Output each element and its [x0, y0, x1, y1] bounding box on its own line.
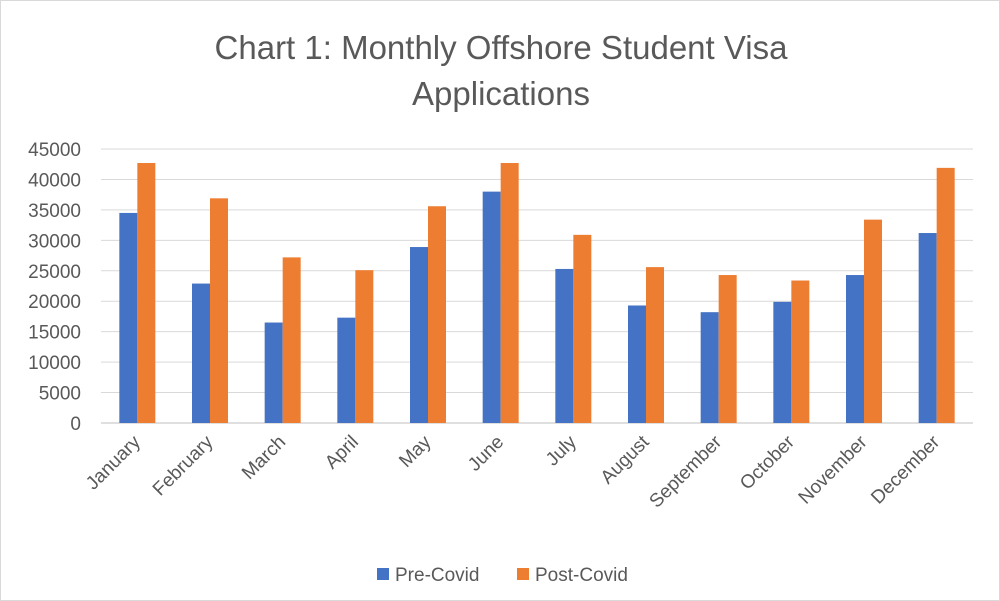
legend-label: Post-Covid: [535, 565, 628, 586]
bars: [119, 163, 955, 423]
y-tick-label: 0: [70, 414, 81, 435]
x-tick-label: May: [395, 431, 436, 472]
y-tick-label: 25000: [28, 262, 81, 283]
y-axis-ticks: 0 5000 10000 15000 20000 25000 30000 35000 40000…: [28, 140, 81, 435]
bar-post-covid-june: [500, 163, 519, 423]
bar-pre-covid-november: [846, 275, 864, 423]
legend: Pre-Covid Post-Covid: [377, 565, 628, 586]
x-tick-label: August: [597, 431, 654, 488]
y-tick-label: 5000: [39, 384, 81, 405]
y-tick-label: 30000: [28, 231, 81, 252]
x-tick-label: September: [646, 431, 727, 512]
bar-pre-covid-june: [482, 191, 501, 423]
legend-swatch-pre-covid: [377, 568, 389, 580]
bar-pre-covid-july: [555, 268, 574, 423]
y-tick-label: 35000: [28, 201, 81, 222]
bar-post-covid-november: [864, 219, 882, 423]
y-tick-label: 10000: [28, 353, 81, 374]
bar-post-covid-december: [936, 167, 955, 423]
bar-pre-covid-august: [628, 305, 646, 423]
bar-pre-covid-october: [773, 301, 792, 423]
x-tick-label: March: [238, 432, 290, 484]
bar-pre-covid-may: [410, 247, 428, 423]
x-tick-label: June: [464, 432, 508, 476]
y-tick-label: 15000: [28, 323, 81, 344]
bar-post-covid-october: [791, 280, 810, 423]
x-tick-label: October: [736, 431, 799, 494]
bar-post-covid-march: [282, 257, 301, 423]
bar-pre-covid-december: [918, 233, 937, 423]
bar-pre-covid-september: [700, 312, 719, 423]
bar-pre-covid-march: [264, 322, 283, 423]
bar-post-covid-may: [428, 206, 446, 423]
bar-post-covid-september: [718, 275, 737, 423]
y-tick-label: 20000: [28, 292, 81, 313]
x-tick-label: February: [149, 431, 218, 500]
x-tick-label: April: [321, 432, 363, 474]
bar-pre-covid-april: [337, 317, 356, 423]
y-tick-label: 40000: [28, 170, 81, 191]
x-tick-label: January: [82, 431, 145, 494]
legend-swatch-post-covid: [517, 568, 529, 580]
gridlines: [101, 148, 973, 424]
x-tick-label: July: [542, 431, 581, 470]
bar-post-covid-april: [355, 270, 374, 423]
bar-post-covid-august: [646, 267, 664, 423]
bar-post-covid-january: [137, 163, 156, 423]
chart-title-line-2: Applications: [412, 75, 590, 112]
legend-label: Pre-Covid: [395, 565, 479, 586]
x-axis-ticks: January February March April May June July Augu…: [82, 431, 944, 512]
y-tick-label: 45000: [28, 140, 81, 161]
chart-title-line-1: Chart 1: Monthly Offshore Student Visa: [215, 29, 789, 66]
bar-post-covid-july: [573, 234, 592, 423]
bar-pre-covid-february: [192, 283, 210, 423]
bar-post-covid-february: [210, 198, 228, 423]
bar-pre-covid-january: [119, 212, 138, 423]
x-tick-label: November: [795, 431, 872, 508]
x-tick-label: December: [867, 431, 944, 508]
